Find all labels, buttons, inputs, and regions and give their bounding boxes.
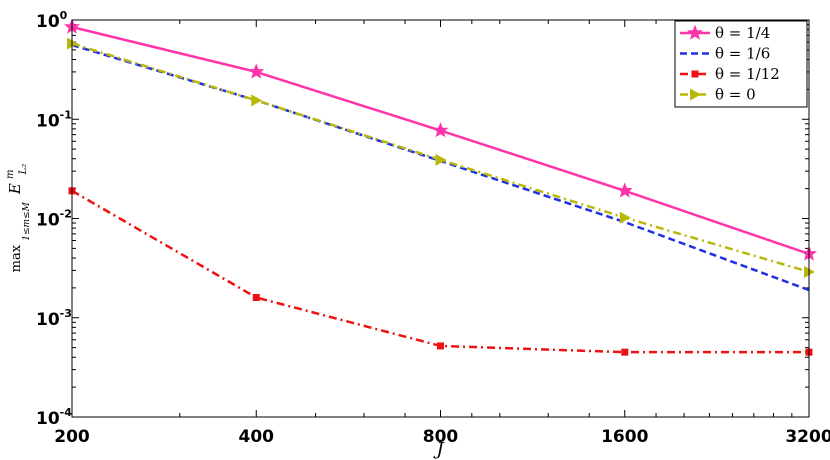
x-tick-label: 800 xyxy=(423,427,459,447)
y-tick-label: 10-4 xyxy=(36,406,72,429)
y-axis-label: max 1≤m≤M E m L₂ xyxy=(2,164,33,273)
x-tick-label: 400 xyxy=(239,427,275,447)
y-tick-label: 10-1 xyxy=(36,108,72,131)
tick-labels: 200 400 800 1600 3200 100 10-1 10-2 10-3 10-4 xyxy=(36,9,830,447)
triangle-marker xyxy=(435,153,447,166)
legend-entry: θ = 0 xyxy=(680,86,756,104)
legend-entry: θ = 1/4 xyxy=(680,24,770,42)
square-marker xyxy=(691,70,699,78)
legend-label: θ = 1/6 xyxy=(715,45,770,63)
star-marker xyxy=(616,182,633,198)
x-tick-label: 3200 xyxy=(785,427,830,447)
series-layer xyxy=(64,18,817,356)
y-axis-title: max 1≤m≤M E m L₂ xyxy=(2,164,33,273)
legend-label: θ = 1/4 xyxy=(715,24,770,42)
y-tick-label: 10-2 xyxy=(36,208,72,231)
y-tick-label: 10-3 xyxy=(36,307,72,330)
y-tick-label: 100 xyxy=(36,9,68,32)
legend: θ = 1/4 θ = 1/6 θ = 1/12 θ = 0 xyxy=(674,20,808,108)
series-line xyxy=(71,42,810,274)
square-marker xyxy=(621,348,629,356)
square-marker xyxy=(252,293,260,301)
star-marker xyxy=(248,63,265,79)
triangle-marker xyxy=(690,88,701,101)
triangle-marker xyxy=(619,211,631,224)
x-tick-label: 1600 xyxy=(601,427,648,447)
series-3 xyxy=(67,37,815,278)
legend-label: θ = 1/12 xyxy=(715,65,780,83)
triangle-marker xyxy=(251,94,263,107)
square-marker xyxy=(437,342,444,350)
star-marker xyxy=(687,24,703,40)
x-axis-label: J xyxy=(432,439,445,460)
legend-entry: θ = 1/6 xyxy=(680,45,770,63)
plot-frame xyxy=(71,19,810,418)
legend-label: θ = 0 xyxy=(715,86,756,104)
x-tick-label: 200 xyxy=(54,427,90,447)
x-axis-title: J xyxy=(432,439,445,460)
star-marker xyxy=(432,122,449,138)
legend-entry: θ = 1/12 xyxy=(680,65,780,83)
